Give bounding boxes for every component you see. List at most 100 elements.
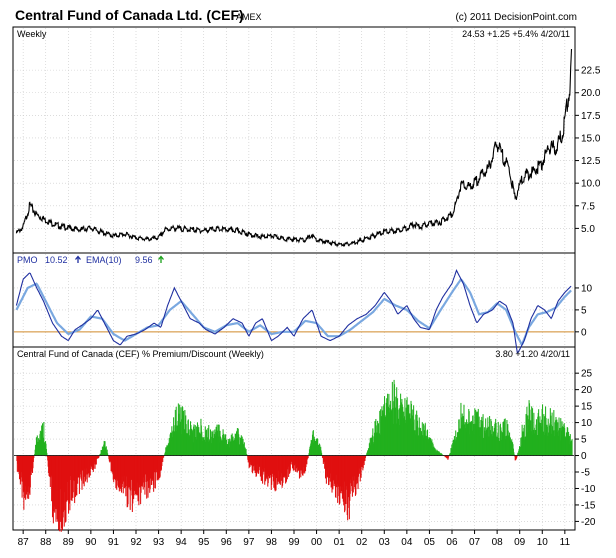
x-tick-label: 92	[130, 537, 142, 548]
premium-bar	[321, 452, 323, 456]
premium-bar	[245, 449, 247, 456]
premium-bar	[208, 425, 210, 456]
ema-label: EMA(10)	[86, 255, 122, 265]
x-tick-label: 95	[198, 537, 210, 548]
premium-bar	[32, 455, 34, 462]
premium-bar	[207, 428, 209, 456]
premium-bar	[482, 414, 484, 456]
price-y-tick-label: 5.0	[581, 224, 595, 235]
premium-bar	[306, 455, 308, 465]
x-tick-label: 10	[537, 537, 549, 548]
price-readout: 24.53 +1.25 +5.4% 4/20/11	[462, 29, 570, 39]
premium-bar	[364, 455, 366, 461]
x-tick-label: 87	[18, 537, 30, 548]
premium-bar	[431, 439, 433, 456]
premium-bar	[232, 436, 234, 456]
premium-bar	[95, 455, 97, 465]
premium-y-tick-label: 20	[581, 385, 593, 396]
premium-y-tick-label: -15	[581, 500, 596, 511]
x-tick-label: 05	[424, 537, 436, 548]
premium-readout: 3.80 +1.20 4/20/11	[495, 349, 570, 359]
x-tick-label: 06	[446, 537, 458, 548]
x-tick-label: 07	[469, 537, 481, 548]
premium-bar	[504, 418, 506, 456]
premium-bar	[531, 406, 533, 456]
premium-bar	[568, 431, 570, 456]
x-tick-label: 98	[266, 537, 278, 548]
premium-bar	[81, 455, 83, 490]
premium-bar	[246, 454, 248, 456]
pmo-y-tick-label: 10	[581, 283, 593, 294]
premium-bar	[83, 455, 85, 487]
price-series-line	[15, 48, 573, 248]
axis-layer: 87 88 89 90 91 92 93 94 95 96 97 98 99 00 01 02 03 04 05 06…	[18, 66, 601, 548]
pmo-series-line	[15, 269, 572, 354]
premium-bar	[69, 455, 71, 511]
x-tick-label: 09	[514, 537, 526, 548]
pmo-y-tick-label: 5	[581, 305, 587, 316]
x-tick-label: 91	[108, 537, 120, 548]
premium-bar	[106, 449, 108, 456]
premium-bar	[553, 410, 555, 456]
premium-bar	[468, 411, 470, 456]
premium-bar	[89, 455, 91, 476]
pmo-y-tick-label: 0	[581, 327, 587, 338]
premium-bar	[218, 424, 220, 456]
premium-bar	[33, 455, 35, 459]
premium-bar	[571, 439, 573, 456]
premium-bar	[439, 452, 441, 456]
x-tick-label: 90	[85, 537, 97, 548]
premium-y-tick-label: -20	[581, 517, 596, 528]
premium-bar	[144, 455, 146, 495]
price-layer	[15, 48, 573, 248]
x-tick-label: 01	[334, 537, 346, 548]
premium-bar	[513, 452, 515, 456]
price-y-tick-label: 22.5	[581, 66, 601, 77]
premium-y-tick-label: 10	[581, 418, 593, 429]
x-tick-label: 89	[63, 537, 75, 548]
premium-bar	[542, 404, 544, 456]
premium-bar	[532, 408, 534, 456]
premium-y-tick-label: 15	[581, 402, 593, 413]
premium-bar	[307, 455, 309, 459]
premium-bar	[46, 452, 48, 456]
pmo-layer	[14, 269, 574, 354]
ema-up-arrow-icon	[158, 255, 164, 263]
x-tick-label: 88	[40, 537, 52, 548]
x-tick-label: 00	[311, 537, 323, 548]
price-panel-label: Weekly	[17, 29, 47, 39]
premium-bar	[526, 406, 528, 456]
pmo-up-arrow-icon	[75, 255, 81, 263]
premium-bar	[447, 455, 449, 459]
premium-bar	[448, 455, 450, 457]
exchange-label: AMEX	[236, 12, 262, 22]
premium-bar	[543, 414, 545, 456]
x-tick-label: 11	[560, 537, 571, 548]
premium-y-tick-label: 25	[581, 369, 593, 380]
premium-bar	[153, 455, 155, 492]
premium-bar	[335, 455, 337, 498]
premium-bar	[162, 455, 164, 462]
x-tick-label: 03	[379, 537, 391, 548]
chart-title: Central Fund of Canada Ltd. (CEF)	[15, 7, 244, 23]
premium-bar	[379, 410, 381, 456]
premium-bar	[516, 455, 518, 458]
price-y-tick-label: 20.0	[581, 88, 601, 99]
ema-value: 9.56	[135, 255, 153, 265]
x-tick-label: 93	[153, 537, 165, 548]
premium-bar	[107, 453, 109, 456]
premium-y-tick-label: -10	[581, 484, 596, 495]
premium-bar	[513, 454, 515, 456]
premium-bar	[45, 448, 47, 456]
premium-bar	[71, 455, 73, 501]
price-y-tick-label: 17.5	[581, 111, 601, 122]
x-tick-label: 99	[288, 537, 300, 548]
pmo-label: PMO	[17, 255, 38, 265]
price-y-tick-label: 12.5	[581, 156, 601, 167]
x-tick-label: 96	[221, 537, 233, 548]
premium-bar	[161, 455, 163, 466]
premium-y-tick-label: -5	[581, 468, 590, 479]
premium-y-tick-label: 5	[581, 435, 587, 446]
